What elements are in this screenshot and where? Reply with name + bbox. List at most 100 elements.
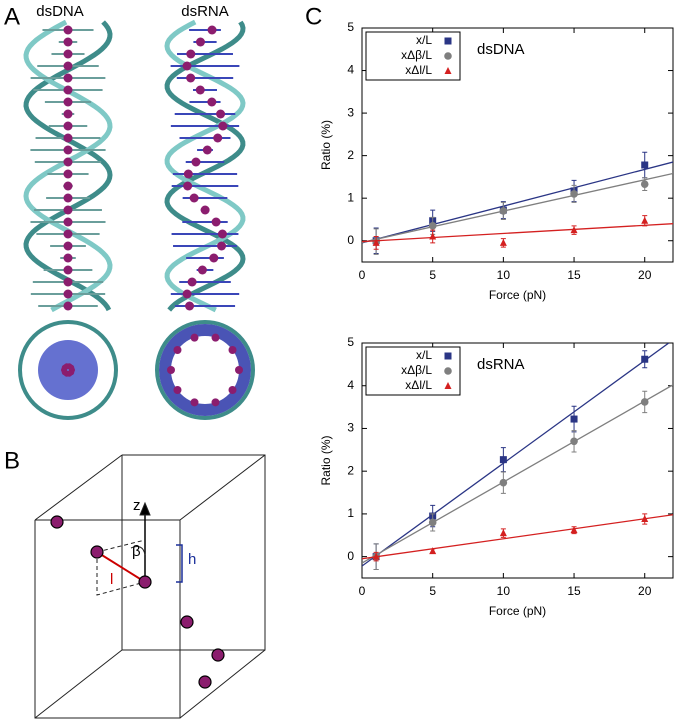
legend-swatch: [444, 352, 452, 360]
box-edge: [34, 649, 123, 719]
point: [429, 547, 437, 555]
length-line: [96, 551, 146, 583]
y-tick-label: 2: [347, 463, 354, 477]
y-tick-label: 4: [347, 63, 354, 77]
atom: [228, 385, 237, 394]
x-tick-label: 20: [638, 268, 652, 282]
point: [372, 238, 380, 246]
atom: [63, 85, 73, 95]
x-tick-label: 0: [359, 584, 366, 598]
axis-name: z: [133, 497, 141, 514]
y-tick-label: 1: [347, 190, 354, 204]
legend-swatch: [444, 37, 452, 45]
legend-label: xΔl/L: [405, 378, 432, 392]
cross-section: [18, 320, 118, 420]
atom: [185, 301, 195, 311]
atom: [217, 241, 227, 251]
point: [570, 437, 578, 446]
atom: [63, 73, 73, 83]
atom: [63, 241, 73, 251]
helix-title: dsRNA: [181, 3, 229, 20]
atom: [235, 366, 243, 374]
atom: [167, 366, 175, 374]
atom: [211, 398, 220, 407]
point: [570, 415, 578, 423]
atom: [182, 61, 192, 71]
chart: 0 1 2 3 4 5 0 5 10 15 20 Force (pN) Ratio (%) dsDNA x/…: [319, 20, 674, 302]
plot-frame: [361, 27, 674, 263]
atom: [63, 217, 73, 227]
panel-label: C: [305, 3, 322, 30]
point: [499, 207, 508, 215]
atom: [63, 157, 73, 167]
x-tick-label: 10: [497, 268, 511, 282]
point: [570, 226, 578, 234]
y-tick-label: 1: [347, 506, 354, 520]
atom: [63, 37, 73, 47]
chart: 0 1 2 3 4 5 0 5 10 15 20 Force (pN) Ratio (%) dsRNA x/…: [319, 335, 674, 618]
box-edge: [179, 454, 266, 521]
panel-label: B: [4, 447, 20, 474]
point: [570, 526, 578, 534]
fit-line: [362, 223, 673, 243]
atom: [63, 145, 73, 155]
point: [428, 518, 437, 527]
atom: [191, 157, 201, 167]
y-tick-label: 5: [347, 335, 354, 349]
atom: [173, 385, 182, 394]
atom: [63, 61, 73, 71]
height-name: h: [188, 551, 196, 568]
atom: [195, 37, 205, 47]
atom: [63, 301, 73, 311]
atom: [63, 25, 73, 35]
atom: [63, 205, 73, 215]
atom: [183, 181, 193, 191]
atom: [197, 265, 207, 275]
atom: [63, 169, 73, 179]
backbone: [23, 19, 113, 313]
atom: [211, 333, 220, 342]
legend-label: xΔβ/L: [401, 48, 432, 62]
fit-line: [362, 384, 673, 564]
height-bracket: [176, 544, 183, 583]
chart-title: dsRNA: [477, 356, 525, 373]
atom: [63, 181, 73, 191]
x-tick-label: 20: [638, 584, 652, 598]
legend-swatch: [444, 52, 452, 60]
box-edge: [179, 649, 266, 719]
y-tick-label: 3: [347, 105, 354, 119]
atom: [63, 253, 73, 263]
atom: [90, 545, 104, 559]
box-edge: [34, 454, 123, 521]
atom: [63, 265, 73, 275]
atom: [63, 109, 73, 119]
point: [641, 515, 649, 523]
y-tick-label: 2: [347, 148, 354, 162]
angle-arc: [130, 546, 146, 556]
atom: [180, 615, 194, 629]
atom: [202, 145, 212, 155]
legend-swatch: [444, 382, 452, 389]
point: [641, 355, 649, 363]
x-tick-label: 0: [359, 268, 366, 282]
atom: [211, 217, 221, 227]
atom: [63, 49, 73, 59]
x-tick-label: 15: [567, 268, 581, 282]
x-tick-label: 10: [497, 584, 511, 598]
atom: [63, 97, 73, 107]
atom: [183, 169, 193, 179]
point: [499, 456, 507, 464]
atom: [50, 515, 64, 529]
point: [372, 552, 380, 560]
point: [499, 238, 507, 246]
atom: [211, 648, 225, 662]
dashed-plane: [96, 539, 146, 553]
atom: [190, 398, 199, 407]
cross-section: [159, 324, 251, 416]
point: [570, 190, 578, 198]
legend-swatch: [444, 367, 452, 375]
x-tick-label: 15: [567, 584, 581, 598]
atom: [68, 364, 75, 371]
plot-frame: [361, 342, 674, 579]
legend-label: x/L: [416, 348, 432, 362]
